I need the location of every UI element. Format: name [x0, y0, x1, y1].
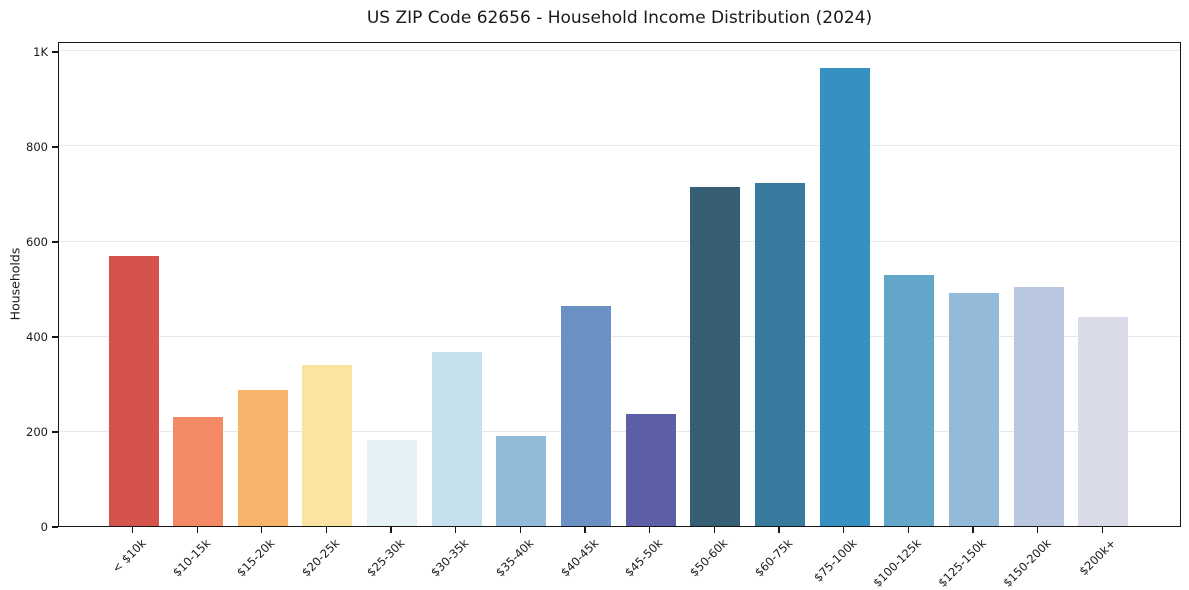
x-tick-mark-3 [325, 527, 328, 533]
x-tick-mark-1 [196, 527, 198, 533]
x-tick-mark-5 [455, 527, 457, 533]
y-tick-label-600: 600 [26, 234, 48, 249]
y-tick-label-1K: 1K [33, 44, 48, 59]
y-tick-mark-400 [52, 336, 58, 338]
x-tick-label-text: $75-100k [810, 536, 860, 585]
y-tick-label-0: 0 [40, 520, 48, 534]
bar--200k+ [1078, 317, 1129, 526]
x-tick-label-text: < $10k [108, 536, 149, 576]
x-tick-mark-7 [584, 527, 586, 533]
x-tick-mark-12 [907, 527, 909, 533]
y-tick-mark-0 [52, 526, 58, 528]
x-tick-label-text: $10-15k [169, 536, 214, 580]
bar--50-60k [690, 186, 741, 526]
x-tick-label-text: $150-200k [999, 536, 1054, 590]
y-tick-mark-800 [52, 146, 58, 148]
gridline-200 [59, 430, 1180, 432]
chart-title: US ZIP Code 62656 - Household Income Dis… [366, 8, 873, 28]
gridline-1K [59, 50, 1180, 52]
x-tick-label-text: $15-20k [234, 536, 278, 580]
y-tick-mark-200 [52, 431, 58, 433]
x-tick-label-text: $200k+ [1076, 536, 1119, 579]
x-tick-mark-15 [1101, 527, 1103, 533]
x-tick-mark-13 [972, 527, 974, 533]
bar--150-200k [1013, 287, 1064, 526]
x-tick-mark-9 [713, 527, 715, 533]
x-tick-mark-6 [519, 527, 522, 533]
bar--15-20k [237, 389, 288, 526]
x-tick-mark-14 [1036, 527, 1039, 533]
bar--20-25k [302, 364, 353, 526]
x-tick-label-text: $35-40k [492, 536, 537, 580]
y-tick-label-800: 800 [26, 139, 48, 154]
x-tick-label-text: $60-75k [751, 536, 795, 580]
y-tick-label-400: 400 [26, 329, 48, 344]
x-tick-mark-4 [390, 527, 392, 533]
bar--125-150k [948, 293, 999, 526]
bar--10k [108, 256, 159, 526]
bar--100-125k [884, 274, 935, 526]
plot-area [58, 42, 1181, 527]
bar--45-50k [625, 413, 676, 526]
x-tick-label-text: $20-25k [298, 536, 343, 580]
x-tick-label-text: $45-50k [622, 536, 666, 580]
x-tick-label-text: $40-45k [557, 536, 601, 580]
x-tick-mark-11 [843, 527, 845, 533]
x-tick-label-text: $125-150k [935, 536, 989, 590]
x-tick-label-text: $25-30k [363, 536, 407, 580]
bar--40-45k [561, 306, 612, 526]
x-tick-label-text: $100-125k [870, 536, 925, 590]
y-tick-mark-1K [52, 51, 58, 53]
x-tick-mark-10 [778, 527, 780, 533]
y-tick-mark-600 [52, 241, 58, 243]
bar--35-40k [496, 435, 547, 526]
bar--10-15k [173, 416, 224, 526]
y-axis-label: Households [7, 247, 23, 321]
gridline-800 [59, 145, 1180, 147]
x-tick-label-text: $50-60k [686, 536, 731, 580]
x-tick-mark-8 [649, 527, 651, 533]
bar--25-30k [367, 440, 418, 526]
gridline-400 [59, 335, 1180, 337]
gridline-600 [59, 240, 1180, 242]
bar--30-35k [431, 351, 482, 526]
x-tick-mark-0 [131, 527, 134, 533]
bar--60-75k [755, 183, 805, 526]
y-tick-label-200: 200 [26, 424, 48, 439]
x-tick-label-text: $30-35k [428, 536, 472, 580]
bar--75-100k [819, 67, 870, 526]
x-tick-mark-2 [261, 527, 263, 533]
